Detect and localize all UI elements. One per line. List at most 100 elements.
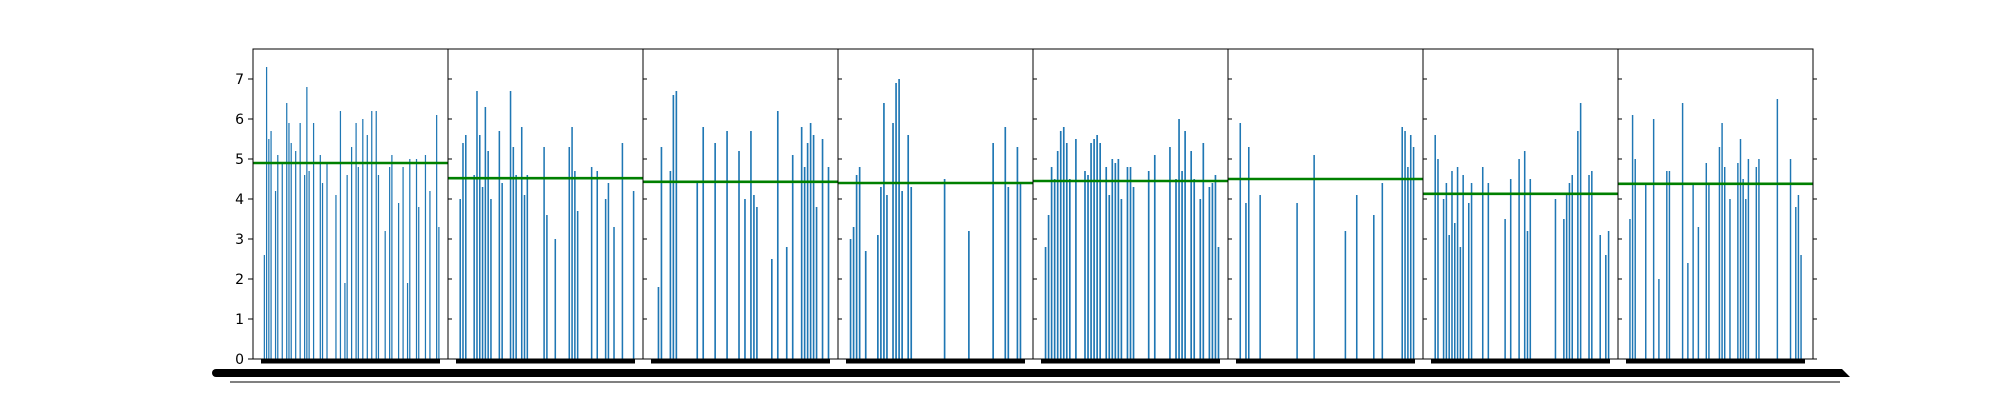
bar bbox=[429, 191, 431, 359]
bar bbox=[288, 123, 290, 359]
bar bbox=[596, 171, 599, 359]
bar bbox=[632, 191, 635, 359]
bar bbox=[520, 127, 523, 359]
bar bbox=[849, 239, 852, 359]
bar bbox=[509, 91, 512, 359]
bar bbox=[1634, 159, 1636, 359]
bar bbox=[1755, 167, 1758, 359]
bar bbox=[1016, 147, 1019, 359]
bar bbox=[1007, 187, 1010, 359]
bar bbox=[424, 155, 427, 359]
panel-4 bbox=[837, 48, 1037, 364]
bar bbox=[809, 123, 812, 359]
bar bbox=[771, 259, 773, 359]
bar bbox=[1184, 131, 1186, 359]
bar bbox=[265, 67, 268, 359]
bar bbox=[418, 207, 420, 359]
y-tick-label: 7 bbox=[235, 72, 244, 88]
bar bbox=[1451, 171, 1453, 359]
panel-1 bbox=[252, 48, 452, 364]
bar bbox=[357, 167, 359, 359]
bar bbox=[321, 183, 324, 359]
bar bbox=[312, 123, 315, 359]
panel-2 bbox=[447, 48, 647, 364]
bar bbox=[1059, 131, 1062, 359]
bar bbox=[1437, 159, 1439, 359]
bar bbox=[1797, 195, 1800, 359]
bar bbox=[1053, 179, 1056, 359]
bar bbox=[1214, 175, 1217, 359]
bar bbox=[355, 123, 357, 359]
bar bbox=[898, 79, 900, 359]
bar bbox=[409, 159, 411, 359]
bar bbox=[753, 195, 755, 359]
bar bbox=[1448, 235, 1450, 359]
bar bbox=[1404, 131, 1406, 359]
bar bbox=[274, 191, 277, 359]
bar bbox=[1718, 147, 1721, 359]
bar bbox=[476, 91, 478, 359]
bar bbox=[277, 155, 279, 359]
bar bbox=[672, 95, 675, 359]
bar bbox=[1605, 255, 1607, 359]
bar bbox=[339, 111, 342, 359]
bar bbox=[1795, 207, 1797, 359]
bar bbox=[714, 143, 716, 359]
bar bbox=[263, 255, 265, 359]
bar bbox=[910, 187, 913, 359]
bar bbox=[675, 91, 678, 359]
bar bbox=[1087, 175, 1089, 359]
bar bbox=[776, 111, 779, 359]
bar bbox=[1111, 159, 1114, 359]
bar bbox=[1692, 183, 1694, 359]
bar bbox=[1120, 199, 1123, 359]
bar bbox=[1723, 167, 1726, 359]
bar bbox=[281, 163, 283, 359]
bar bbox=[1681, 103, 1684, 359]
bar bbox=[1445, 183, 1448, 359]
bar bbox=[1579, 103, 1582, 359]
bar bbox=[270, 131, 272, 359]
bar bbox=[1126, 167, 1129, 359]
bar bbox=[366, 135, 368, 359]
bar bbox=[1004, 127, 1007, 359]
panel-7 bbox=[1422, 48, 1622, 364]
bar bbox=[1065, 143, 1068, 359]
panel-3 bbox=[642, 48, 842, 364]
bar bbox=[821, 139, 824, 359]
panel-baseline bbox=[456, 359, 635, 364]
bar bbox=[1739, 139, 1742, 359]
bar bbox=[613, 227, 615, 359]
bar bbox=[1096, 135, 1098, 359]
bar bbox=[498, 131, 501, 359]
bar bbox=[812, 135, 815, 359]
bar bbox=[436, 115, 438, 359]
bar bbox=[546, 215, 548, 359]
bar bbox=[886, 195, 888, 359]
bar bbox=[484, 107, 487, 359]
bar bbox=[326, 163, 328, 359]
bar bbox=[1747, 159, 1750, 359]
bar bbox=[877, 235, 879, 359]
bar bbox=[290, 143, 292, 359]
bar bbox=[346, 175, 348, 359]
bar bbox=[880, 187, 882, 359]
bar bbox=[696, 183, 699, 359]
bar bbox=[1697, 227, 1700, 359]
bar bbox=[604, 199, 607, 359]
bar bbox=[1758, 159, 1760, 359]
bar bbox=[1467, 203, 1470, 359]
bar bbox=[1442, 199, 1445, 359]
bar bbox=[1631, 115, 1634, 359]
bar bbox=[1504, 219, 1506, 359]
bar bbox=[1068, 179, 1071, 359]
panel-baseline bbox=[1626, 359, 1805, 364]
bar bbox=[855, 175, 858, 359]
bar bbox=[1591, 171, 1593, 359]
panel-baseline bbox=[651, 359, 830, 364]
bar bbox=[1217, 247, 1220, 359]
bar bbox=[1470, 183, 1473, 359]
bar bbox=[1239, 123, 1242, 359]
bar bbox=[1742, 179, 1744, 359]
bar bbox=[1062, 127, 1065, 359]
